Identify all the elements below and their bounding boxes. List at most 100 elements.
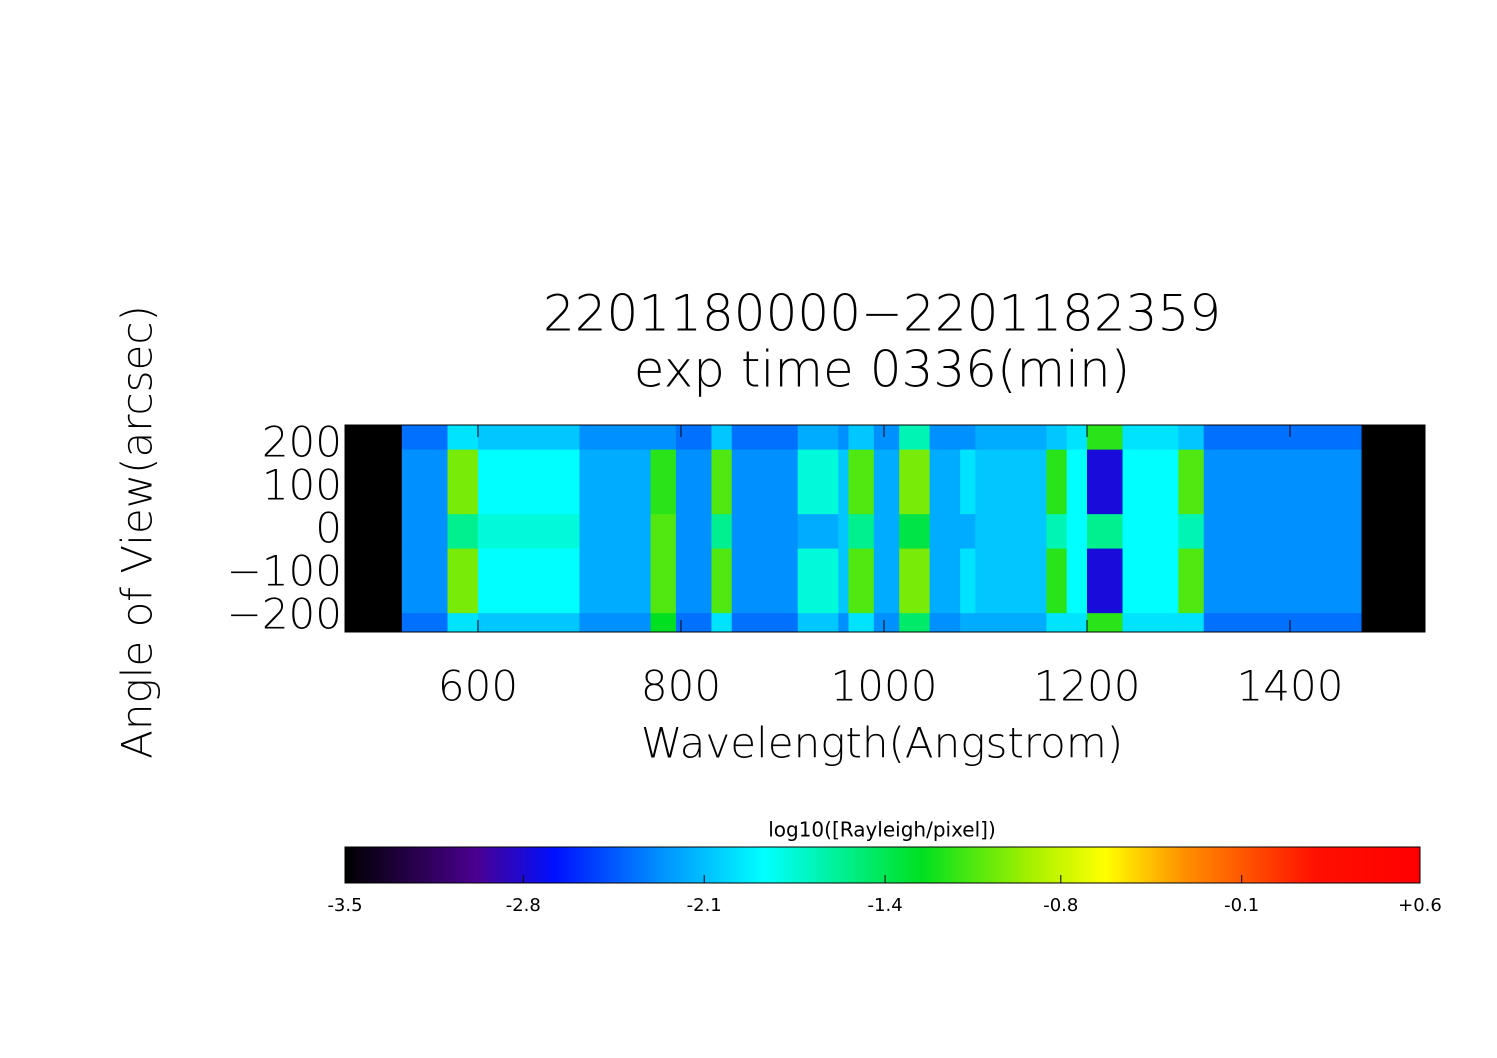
- heatmap-cell: [1046, 449, 1068, 515]
- heatmap-cell: [1122, 548, 1144, 614]
- plot-frame: [344, 424, 1426, 633]
- heatmap-cell: [731, 449, 799, 515]
- colorbar-tick-label: -3.5: [327, 895, 362, 916]
- heatmap-cell: [650, 449, 677, 515]
- y-tick-label: −100: [227, 546, 342, 595]
- heatmap-cell: [797, 449, 839, 515]
- heatmap-cell: [1086, 548, 1124, 614]
- colorbar-tick-label: -1.4: [868, 895, 903, 916]
- heatmap-cell: [929, 449, 961, 515]
- heatmap-cell: [650, 513, 677, 549]
- y-tick-label: 200: [262, 417, 342, 466]
- heatmap-cell: [929, 548, 961, 614]
- heatmap-cell: [401, 548, 449, 614]
- heatmap-cell: [675, 548, 712, 614]
- x-tick-label: 1000: [831, 662, 938, 711]
- heatmap-cell: [1142, 425, 1179, 450]
- heatmap-cell: [731, 548, 799, 614]
- heatmap-cell: [960, 612, 976, 633]
- x-tick-label: 800: [641, 662, 721, 711]
- y-axis-label: Angle of View(arcsec): [113, 305, 162, 759]
- heatmap-cell: [1066, 425, 1088, 450]
- heatmap-cell: [1066, 513, 1088, 549]
- heatmap-cell: [797, 612, 839, 633]
- heatmap-cell: [899, 548, 931, 614]
- heatmap-cell: [838, 612, 849, 633]
- heatmap-cell: [1086, 425, 1124, 450]
- heatmap-cell: [1046, 548, 1068, 614]
- heatmap-cell: [1203, 513, 1362, 549]
- colorbar-tick-label: -2.1: [687, 895, 722, 916]
- heatmap-cell: [731, 513, 799, 549]
- heatmap-cell: [1178, 548, 1205, 614]
- heatmap-cell: [1046, 612, 1068, 633]
- heatmap-cell: [1142, 548, 1179, 614]
- heatmap-cell: [401, 513, 449, 549]
- x-tick-label: 1200: [1034, 662, 1141, 711]
- heatmap-cell: [711, 425, 733, 450]
- colorbar-title: log10([Rayleigh/pixel]): [768, 818, 996, 842]
- heatmap-cell: [975, 548, 1047, 614]
- heatmap-cell: [650, 612, 677, 633]
- heatmap-cell: [1203, 425, 1362, 450]
- heatmap-cell: [797, 513, 839, 549]
- heatmap-cell: [873, 548, 900, 614]
- heatmap-cell: [975, 513, 1047, 549]
- y-tick-label: 0: [315, 503, 342, 552]
- heatmap-cell: [1086, 513, 1124, 549]
- heatmap-cell: [838, 425, 849, 450]
- heatmap-cell: [929, 425, 961, 450]
- colorbar: [344, 846, 1421, 884]
- heatmap-cell: [731, 425, 799, 450]
- heatmap-cell: [650, 425, 677, 450]
- heatmap-cell: [447, 425, 479, 450]
- heatmap-cell: [899, 612, 931, 633]
- heatmap-cell: [797, 425, 839, 450]
- heatmap-cell: [1178, 513, 1205, 549]
- heatmap-cell: [960, 513, 976, 549]
- heatmap-cell: [1178, 612, 1205, 633]
- heatmap-cell: [711, 449, 733, 515]
- heatmap-cell: [711, 612, 733, 633]
- heatmap-cell: [1203, 449, 1362, 515]
- heatmap-cell: [848, 449, 875, 515]
- heatmap-cell: [960, 449, 976, 515]
- heatmap-cell: [975, 425, 1047, 450]
- colorbar-tick-label: -0.1: [1224, 895, 1259, 916]
- heatmap-cell: [650, 548, 677, 614]
- heatmap-cell: [848, 612, 875, 633]
- chart-subtitle: exp time 0336(min): [634, 341, 1131, 399]
- heatmap-cell: [1178, 425, 1205, 450]
- heatmap-cell: [401, 425, 449, 450]
- colorbar-tick-label: -2.8: [506, 895, 541, 916]
- heatmap-cell: [838, 513, 849, 549]
- heatmap-cell: [401, 612, 449, 633]
- heatmap-cell: [579, 513, 652, 549]
- heatmap-cell: [447, 612, 479, 633]
- heatmap-cell: [477, 612, 580, 633]
- heatmap-cell: [579, 612, 652, 633]
- heatmap-cell: [873, 449, 900, 515]
- heatmap-cell: [1203, 548, 1362, 614]
- heatmap-cell: [848, 425, 875, 450]
- heatmap-cell: [1046, 425, 1068, 450]
- heatmap-cell: [579, 449, 652, 515]
- heatmap-cell: [873, 425, 900, 450]
- heatmap-cell: [477, 449, 580, 515]
- x-axis-label: Wavelength(Angstrom): [641, 719, 1123, 768]
- heatmap-cell: [579, 548, 652, 614]
- heatmap-cell: [579, 425, 652, 450]
- heatmap-cell: [848, 513, 875, 549]
- x-tick-label: 1400: [1237, 662, 1344, 711]
- colorbar-tick-label: -0.8: [1043, 895, 1078, 916]
- heatmap-cell: [1066, 548, 1088, 614]
- heatmap-cell: [1086, 449, 1124, 515]
- heatmap-cell: [873, 612, 900, 633]
- heatmap-cell: [899, 513, 931, 549]
- heatmap-cell: [731, 612, 799, 633]
- heatmap-cell: [929, 513, 961, 549]
- heatmap-cell: [1046, 513, 1068, 549]
- heatmap-cell: [1086, 612, 1124, 633]
- heatmap-cell: [960, 548, 976, 614]
